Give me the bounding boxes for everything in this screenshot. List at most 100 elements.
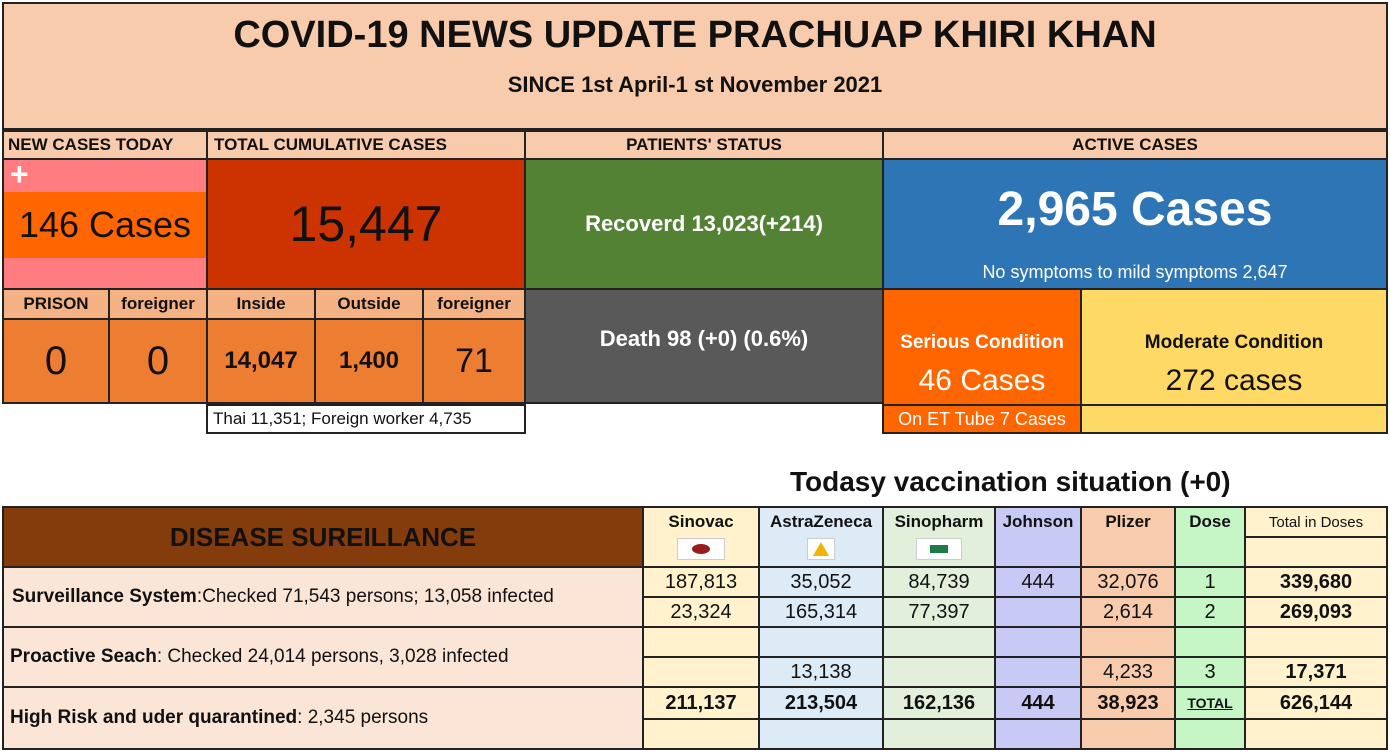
page-subtitle: SINCE 1st April-1 st November 2021 (507, 72, 883, 97)
vaccine-header-sinovac: Sinovac (642, 506, 760, 568)
vax-cell-astrazeneca-r4: 13,138 (758, 656, 884, 688)
astrazeneca-logo-icon (807, 538, 835, 560)
vax-cell-johnson-r4 (994, 656, 1082, 688)
page-title: COVID-19 NEWS UPDATE PRACHUAP KHIRI KHAN (233, 14, 1157, 56)
vax-cell-johnson-r5: 444 (994, 686, 1082, 720)
vax-cell-astrazeneca-r1: 35,052 (758, 566, 884, 598)
surveillance-system-text: :Checked 71,543 persons; 13,058 infected (196, 586, 554, 607)
foreigner-header: foreigner (422, 288, 526, 320)
vax-cell-dose-r3 (1174, 626, 1246, 658)
vax-cell-johnson-r1: 444 (994, 566, 1082, 598)
outside-header: Outside (314, 288, 424, 320)
vaccine-header-sinopharm: Sinopharm (882, 506, 996, 568)
vax-cell-johnson-r6 (994, 718, 1082, 750)
vax-cell-pfizer-r6 (1080, 718, 1176, 750)
vax-cell-sinovac-r6 (642, 718, 760, 750)
high-risk-label: High Risk and uder quarantined (10, 707, 298, 728)
vaccine-header-johnson: Johnson (994, 506, 1082, 568)
vaccination-title: Todasy vaccination situation (+0) (790, 466, 1231, 497)
death-box: Death 98 (+0) (0.6%) (524, 288, 884, 404)
vax-cell-sinopharm-r1: 84,739 (882, 566, 996, 598)
proactive-search-label: Proactive Seach (10, 646, 157, 667)
moderate-note-filler (1080, 404, 1388, 434)
active-cases-value: 2,965 Cases (997, 183, 1273, 236)
serious-condition-box: Serious Condition 46 Cases (882, 288, 1082, 406)
vaccine-header-total: Total in Doses (1244, 506, 1388, 568)
total-doses-label: Total in Doses (1246, 508, 1386, 538)
vax-cell-sinovac-r2: 23,324 (642, 596, 760, 628)
high-risk-row: High Risk and uder quarantined: 2,345 pe… (2, 686, 644, 750)
new-cases-header: NEW CASES TODAY (2, 130, 208, 160)
mild-symptoms-text: No symptoms to mild symptoms 2,647 (982, 262, 1288, 282)
moderate-value: 272 cases (1165, 364, 1303, 397)
vax-cell-pfizer-r5: 38,923 (1080, 686, 1176, 720)
inside-header: Inside (206, 288, 316, 320)
new-foreigner-header: foreigner (108, 288, 208, 320)
plus-sign: + (10, 156, 29, 192)
vax-cell-astrazeneca-r5: 213,504 (758, 686, 884, 720)
vax-cell-astrazeneca-r6 (758, 718, 884, 750)
active-cases-header: ACTIVE CASES (882, 130, 1388, 160)
vax-cell-dose-r4: 3 (1174, 656, 1246, 688)
vax-cell-total-r4: 17,371 (1244, 656, 1388, 688)
new-cases-value: 146 Cases (4, 192, 206, 258)
inside-value: 14,047 (206, 318, 316, 404)
vax-cell-pfizer-r4: 4,233 (1080, 656, 1176, 688)
sinopharm-logo-icon (916, 538, 962, 560)
outside-value: 1,400 (314, 318, 424, 404)
vax-cell-total-r2: 269,093 (1244, 596, 1388, 628)
vax-cell-total-r1: 339,680 (1244, 566, 1388, 598)
vax-cell-pfizer-r3 (1080, 626, 1176, 658)
serious-label: Serious Condition (900, 332, 1064, 353)
thai-foreign-note: Thai 11,351; Foreign worker 4,735 (206, 404, 526, 434)
proactive-search-row: Proactive Seach: Checked 24,014 persons,… (2, 626, 644, 688)
vax-cell-pfizer-r2: 2,614 (1080, 596, 1176, 628)
vax-cell-pfizer-r1: 32,076 (1080, 566, 1176, 598)
vax-cell-sinopharm-r6 (882, 718, 996, 750)
astrazeneca-label: AstraZeneca (769, 512, 873, 531)
vaccine-header-dose: Dose (1174, 506, 1246, 568)
patients-status-header: PATIENTS' STATUS (524, 130, 884, 160)
vaccine-header-astrazeneca: AstraZeneca (758, 506, 884, 568)
vax-cell-dose-r1: 1 (1174, 566, 1246, 598)
vax-cell-dose-r2: 2 (1174, 596, 1246, 628)
new-cases-box: + 146 Cases (2, 156, 208, 290)
total-cases-header: TOTAL CUMULATIVE CASES (206, 130, 526, 160)
vax-cell-sinovac-r4 (642, 656, 760, 688)
moderate-condition-box: Moderate Condition 272 cases (1080, 288, 1388, 406)
vax-cell-total-r6 (1244, 718, 1388, 750)
surveillance-system-row: Surveillance System :Checked 71,543 pers… (2, 566, 644, 628)
vax-cell-sinovac-r5: 211,137 (642, 686, 760, 720)
vax-cell-sinovac-r1: 187,813 (642, 566, 760, 598)
et-tube-note: On ET Tube 7 Cases (882, 404, 1082, 434)
vax-cell-sinopharm-r5: 162,136 (882, 686, 996, 720)
vax-cell-sinopharm-r2: 77,397 (882, 596, 996, 628)
death-value: Death 98 (+0) (0.6%) (599, 326, 809, 351)
vax-cell-dose-r6 (1174, 718, 1246, 750)
header-banner: COVID-19 NEWS UPDATE PRACHUAP KHIRI KHAN… (2, 2, 1388, 130)
vax-cell-dose-r5: TOTAL (1174, 686, 1246, 720)
vax-cell-total-r5: 626,144 (1244, 686, 1388, 720)
vax-cell-astrazeneca-r3 (758, 626, 884, 658)
prison-value: 0 (2, 318, 110, 404)
recovered-value: Recoverd 13,023(+214) (524, 158, 884, 290)
sinovac-logo-icon (677, 538, 725, 560)
moderate-label: Moderate Condition (1144, 332, 1324, 353)
vax-cell-johnson-r2 (994, 596, 1082, 628)
total-cases-value: 15,447 (206, 158, 526, 290)
serious-value: 46 Cases (918, 364, 1046, 397)
vax-cell-sinovac-r3 (642, 626, 760, 658)
vax-cell-sinopharm-r4 (882, 656, 996, 688)
sinovac-label: Sinovac (668, 512, 734, 531)
vax-cell-sinopharm-r3 (882, 626, 996, 658)
foreigner-value: 71 (422, 318, 526, 404)
new-foreigner-value: 0 (108, 318, 208, 404)
vax-cell-astrazeneca-r2: 165,314 (758, 596, 884, 628)
high-risk-text: : 2,345 persons (297, 707, 429, 728)
sinopharm-label: Sinopharm (894, 512, 984, 531)
vaccine-header-pfizer: Plizer (1080, 506, 1176, 568)
active-cases-box: 2,965 Cases No symptoms to mild symptoms… (882, 158, 1388, 290)
prison-header: PRISON (2, 288, 110, 320)
vax-cell-total-r3 (1244, 626, 1388, 658)
surveillance-title: DISEASE SUREILLANCE (2, 506, 644, 568)
